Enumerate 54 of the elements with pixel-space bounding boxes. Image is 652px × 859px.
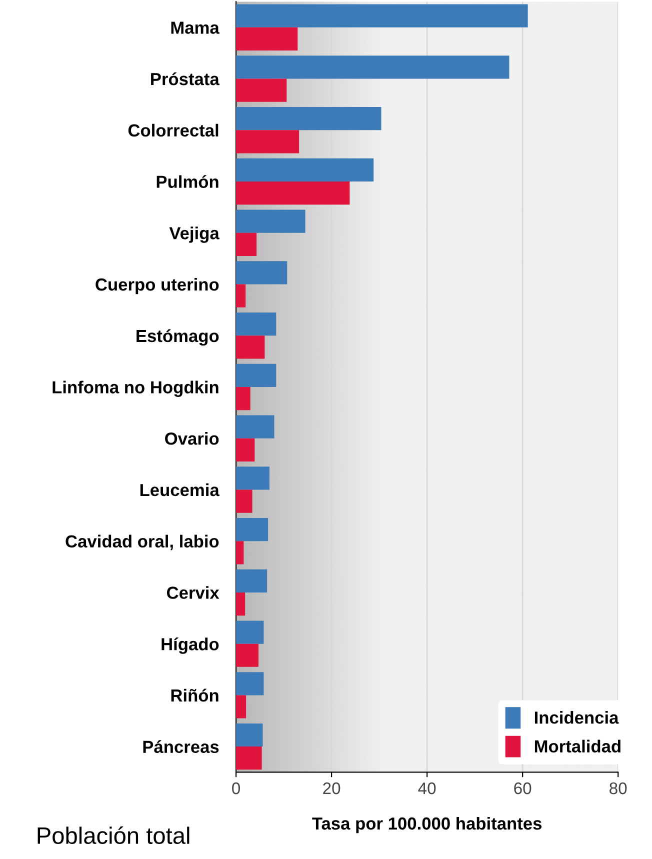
bar — [236, 364, 276, 387]
bar — [236, 466, 270, 490]
bar — [236, 644, 258, 667]
y-tick-label: Vejiga — [169, 226, 220, 243]
y-tick-label: Estómago — [136, 329, 219, 346]
y-tick-label: Ovario — [165, 432, 219, 445]
bar — [236, 27, 298, 51]
y-tick-label: Próstata — [151, 72, 220, 86]
legend-label: Mortalidad — [534, 740, 620, 753]
y-tick-label: Colorrectal — [128, 124, 218, 137]
bar — [236, 261, 288, 284]
bar — [236, 386, 250, 410]
bar — [236, 746, 262, 770]
legend-label: Incidencia — [534, 711, 619, 724]
x-tick-label: 0 — [232, 782, 240, 794]
bar — [236, 158, 374, 182]
bar — [236, 130, 300, 154]
text: Población total — [38, 826, 190, 844]
bar — [236, 518, 268, 542]
bar — [236, 336, 265, 359]
bar — [236, 569, 268, 592]
y-tick-label: Leucemia — [140, 483, 220, 496]
bar — [236, 107, 382, 130]
bar — [236, 78, 287, 102]
y-tick-label: Hígado — [162, 637, 219, 654]
x-tick-label: 20 — [323, 782, 340, 794]
bar — [236, 438, 255, 462]
y-tick-label: Cavidad oral, labio — [66, 534, 219, 550]
bar — [236, 284, 246, 308]
x-tick-label: 80 — [610, 782, 627, 794]
y-tick-label: Mama — [171, 22, 220, 34]
y-tick-label: Cervix — [166, 586, 220, 599]
y-tick-label: Pulmón — [156, 175, 218, 188]
x-axis-title: Tasa por 100.000 habitantes — [312, 816, 542, 834]
y-tick-label: Riñón — [171, 688, 218, 702]
x-tick-label: 40 — [418, 782, 436, 794]
bar — [236, 541, 244, 564]
bar — [236, 592, 246, 616]
bar — [236, 312, 276, 336]
bar — [236, 672, 264, 696]
bar — [236, 415, 274, 438]
bar — [236, 182, 350, 205]
bar — [236, 723, 263, 747]
bar — [236, 490, 252, 513]
bar — [236, 4, 528, 28]
bar — [236, 210, 306, 233]
bar — [236, 56, 510, 79]
bar — [236, 232, 257, 256]
bar — [236, 620, 264, 644]
y-tick-label: Cuerpo uterino — [96, 278, 219, 294]
y-tick-label: Páncreas — [143, 740, 219, 754]
y-tick-label: Linfoma no Hogdkin — [52, 380, 218, 397]
x-tick-label: 60 — [514, 782, 532, 794]
bar — [236, 695, 246, 718]
